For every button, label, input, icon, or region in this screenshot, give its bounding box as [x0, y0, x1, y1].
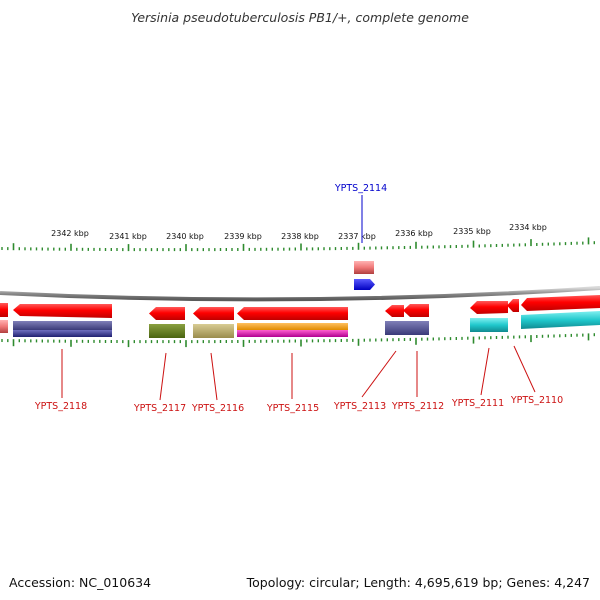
- gene-arrow-reverse: [193, 307, 234, 320]
- gene-arrow-reverse: [403, 304, 429, 317]
- feature-bar: [521, 311, 600, 329]
- feature-bar: [193, 324, 234, 338]
- gene-arrow-reverse: [470, 301, 508, 314]
- kbp-label: 2340 kbp: [166, 232, 204, 241]
- kbp-label: 2339 kbp: [224, 232, 262, 241]
- feature-bar: [385, 321, 429, 335]
- feature-bar: [354, 261, 374, 274]
- gene-label-ypts-2114[interactable]: YPTS_2114: [334, 183, 387, 194]
- leader-line: [480, 347, 490, 396]
- kbp-label: 2338 kbp: [281, 232, 319, 241]
- genome-summary-text: Topology: circular; Length: 4,695,619 bp…: [246, 575, 590, 590]
- gene-arrow-reverse: [521, 295, 600, 311]
- kbp-label: 2337 kbp: [338, 232, 376, 241]
- feature-bars: [0, 311, 600, 338]
- gene-label-ypts-2110[interactable]: YPTS_2110: [510, 395, 563, 406]
- feature-bar: [237, 323, 348, 330]
- gene-label-ypts-2117[interactable]: YPTS_2117: [133, 403, 186, 414]
- feature-bar: [149, 324, 185, 338]
- gene-label-ypts-2113[interactable]: YPTS_2113: [333, 401, 386, 412]
- forward-gene-ypts-2114[interactable]: [354, 261, 375, 290]
- leader-lines: [61, 195, 536, 401]
- gene-arrow-forward: [354, 279, 375, 290]
- leader-line: [513, 345, 536, 393]
- accession-text: Accession: NC_010634: [9, 575, 152, 590]
- kbp-label: 2334 kbp: [509, 223, 547, 232]
- kbp-label: 2335 kbp: [453, 227, 491, 236]
- kbp-tick-row-inner: [1, 333, 595, 348]
- feature-bar: [470, 318, 508, 332]
- leader-line: [361, 350, 397, 398]
- gene-arrow-reverse: [0, 303, 8, 317]
- gene-label-ypts-2115[interactable]: YPTS_2115: [266, 403, 319, 414]
- kbp-labels: 2342 kbp 2341 kbp 2340 kbp 2339 kbp 2338…: [51, 223, 547, 241]
- gene-label-ypts-2116[interactable]: YPTS_2116: [191, 403, 244, 414]
- feature-bar: [0, 320, 8, 333]
- genome-backbone: [0, 286, 600, 302]
- kbp-label: 2336 kbp: [395, 229, 433, 238]
- map-title: Yersinia pseudotuberculosis PB1/+, compl…: [131, 10, 469, 25]
- kbp-label: 2342 kbp: [51, 229, 89, 238]
- feature-bar: [13, 321, 112, 330]
- gene-arrow-reverse: [13, 304, 112, 318]
- gene-labels: YPTS_2114 YPTS_2118 YPTS_2117 YPTS_2116 …: [34, 183, 563, 414]
- gene-label-ypts-2111[interactable]: YPTS_2111: [451, 398, 504, 409]
- gene-label-ypts-2112[interactable]: YPTS_2112: [391, 401, 444, 412]
- reverse-gene-arrows: [0, 295, 600, 320]
- kbp-label: 2341 kbp: [109, 232, 147, 241]
- gene-arrow-reverse: [237, 307, 348, 320]
- feature-bar: [237, 330, 348, 337]
- gene-arrow-reverse: [385, 305, 404, 317]
- gene-arrow-reverse: [507, 299, 519, 312]
- kbp-tick-row: [1, 237, 595, 252]
- leader-line: [159, 352, 167, 401]
- gene-label-ypts-2118[interactable]: YPTS_2118: [34, 401, 87, 412]
- leader-line: [210, 352, 218, 401]
- feature-bar: [13, 330, 112, 337]
- gene-arrow-reverse: [149, 307, 185, 320]
